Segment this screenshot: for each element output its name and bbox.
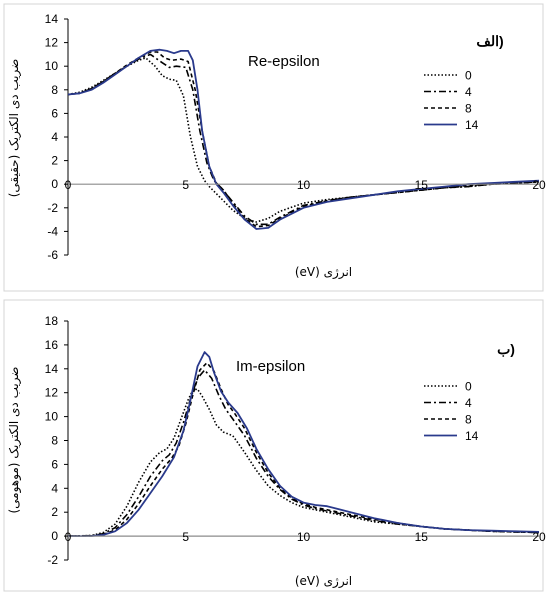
panel-tag: (الف	[476, 33, 503, 49]
x-axis-label: انرژی (eV)	[295, 574, 352, 589]
x-tick-label: 5	[182, 530, 189, 544]
y-tick-label: -2	[47, 201, 58, 215]
legend-label-0: 0	[465, 380, 472, 394]
y-tick-label: 8	[51, 434, 58, 448]
y-tick-label: 14	[45, 12, 59, 26]
y-tick-label: 16	[45, 338, 59, 352]
legend-label-4: 4	[465, 396, 472, 410]
series-line-0	[67, 57, 540, 223]
legend-label-14: 14	[465, 118, 479, 132]
y-tick-label: 10	[45, 410, 59, 424]
chart-frame	[3, 299, 544, 592]
chart-title: Re-epsilon	[248, 53, 320, 70]
y-tick-label: 2	[51, 154, 58, 168]
x-tick-label: 20	[532, 178, 546, 192]
y-tick-label: 12	[45, 386, 59, 400]
series-line-14	[67, 351, 540, 537]
x-tick-label: 10	[297, 530, 311, 544]
y-tick-label: 12	[45, 36, 59, 50]
x-tick-label: 0	[65, 178, 72, 192]
legend: 0 4 8 14	[424, 380, 479, 443]
y-tick-label: 0	[51, 177, 58, 191]
y-tick-label: 10	[45, 59, 59, 73]
y-tick-label: 6	[51, 106, 58, 120]
y-tick-label: 14	[45, 362, 59, 376]
y-tick-label: 8	[51, 83, 58, 97]
x-tick-label: 5	[182, 178, 189, 192]
x-tick-label: 15	[415, 530, 429, 544]
x-tick-label: 15	[415, 178, 429, 192]
legend-label-0: 0	[465, 69, 472, 83]
y-tick-label: 6	[51, 457, 58, 471]
chart-title: Im-epsilon	[236, 358, 305, 375]
y-tick-label: -6	[47, 248, 58, 262]
legend: 0 4 8 14	[424, 69, 479, 132]
y-tick-label: 4	[51, 130, 58, 144]
y-tick-label: 2	[51, 505, 58, 519]
panel-tag: (ب	[497, 341, 515, 357]
y-tick-label: -2	[47, 553, 58, 567]
x-tick-label: 10	[297, 178, 311, 192]
legend-label-8: 8	[465, 102, 472, 116]
legend-label-8: 8	[465, 413, 472, 427]
y-tick-label: 0	[51, 529, 58, 543]
chart-frame	[3, 3, 544, 292]
y-axis-label: ضریب دی الکتریک (موهومی)	[7, 367, 22, 514]
y-tick-label: 4	[51, 481, 58, 495]
y-tick-label: 18	[45, 314, 59, 328]
series-line-4	[67, 369, 540, 537]
x-axis-label: انرژی (eV)	[295, 265, 352, 280]
y-axis-label: ضریب دی الکتریک (حقیقی)	[7, 59, 22, 198]
y-tick-label: -4	[47, 224, 58, 238]
x-tick-label: 20	[532, 530, 546, 544]
series-line-0	[67, 388, 540, 537]
legend-label-4: 4	[465, 85, 472, 99]
x-tick-label: 0	[65, 530, 72, 544]
legend-label-14: 14	[465, 429, 479, 443]
